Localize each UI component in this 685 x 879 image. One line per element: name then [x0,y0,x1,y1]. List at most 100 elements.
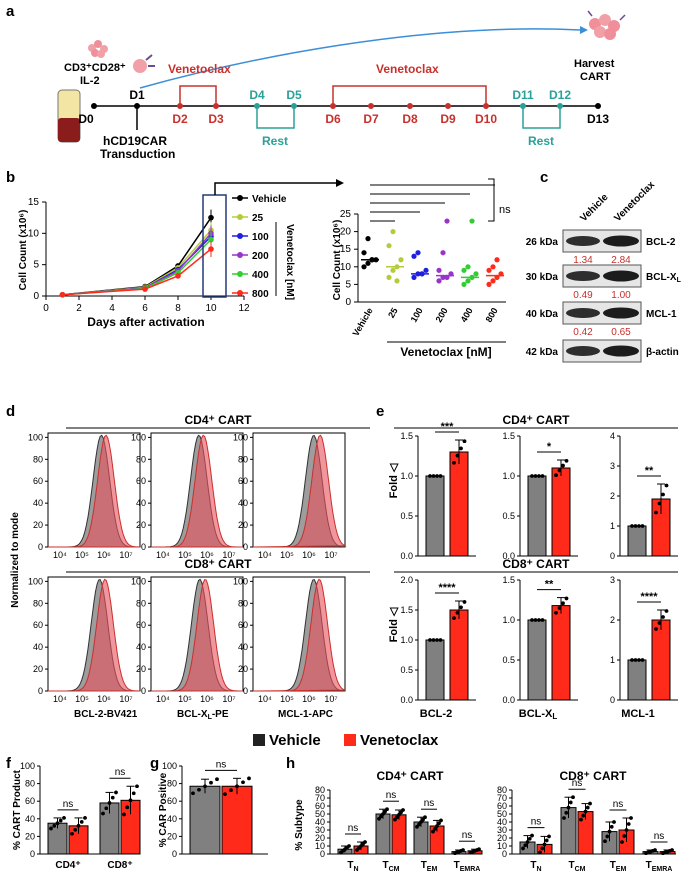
flow-ytick-label: 60 [238,620,248,630]
fgh-bar [189,785,221,855]
day-label: D11 [512,88,534,102]
day-dot [368,103,374,109]
fgh-point [581,813,586,818]
flow-ytick-label: 60 [136,620,146,630]
b-growth-point [208,236,214,243]
e-bar [449,609,469,701]
b-day10-point [390,229,396,235]
fgh-ytick-label: 30 [497,825,507,835]
flow-xtick-label: 10⁶ [302,550,316,560]
flow-xtick-label: 10⁴ [258,550,272,560]
fgh-point [197,787,201,792]
fgh-sig-label: ns [115,767,126,778]
d-cd8-title: CD8⁺ CART [184,557,252,571]
b-day10-point [486,267,492,273]
blot-quant-venetoclax: 2.84 [611,255,631,266]
e-sig-label: ** [545,579,554,591]
e-ytick-label: 0.5 [502,655,515,665]
b-day10-ytick-label: 5 [345,279,351,290]
fgh-point [135,784,139,789]
fgh-point [122,812,126,817]
flow-ytick-label: 100 [233,576,248,586]
e-point [533,474,538,478]
fgh-point [58,818,63,823]
b-legend-marker [237,290,243,296]
b-day10-point [494,257,500,263]
e-point [540,618,545,622]
fgh-point [107,801,112,805]
harvest-cart-label: CART [580,71,611,83]
e-ytick-label: 0.5 [400,511,413,521]
g-ylabel: % CAR Positive [158,772,169,847]
fgh-xtick-label: TEM [610,860,627,873]
blot-quant-venetoclax: 1.00 [611,290,631,301]
b-legend-unit: Venetoclax [nM] [284,224,295,300]
flow-ytick-label: 0 [141,542,146,552]
e-point [637,658,641,662]
fgh-ytick-label: 40 [497,817,507,827]
b-day10-xtick-label: 25 [386,306,400,320]
fgh-point [401,808,405,812]
flow-xtick-label: 10⁶ [97,550,111,560]
e-point [630,524,634,528]
fgh-point [607,829,612,834]
main-legend: Vehicle Venetoclax [253,732,439,749]
b-day10-point [461,281,467,287]
fgh-point [624,828,629,832]
flow-hist-venetoclax [252,578,346,692]
fgh-ytick-label: 20 [25,831,35,841]
flow-ytick-label: 20 [33,664,43,674]
e-ytick-label: 1.0 [400,471,413,481]
b-legend-label: 800 [252,289,269,300]
flow-xtick-label: 10⁷ [222,694,235,704]
blot-kda-label: 26 kDa [526,237,559,248]
e-ytick-label: 1.0 [400,635,413,645]
fgh-bar [221,785,253,855]
fgh-point [114,790,118,795]
flow-hist-venetoclax [252,434,347,548]
e-bar [425,475,445,557]
flow-xtick-label: 10⁷ [119,550,132,560]
b-day10-xtick-label: 400 [459,306,475,324]
e-ytick-label: 1.0 [502,615,515,625]
b-day10-point [465,278,471,284]
fgh-point [52,824,57,828]
b-legend-marker [237,271,243,277]
e-ytick-label: 1 [610,521,615,531]
e-point [661,492,665,497]
b-growth-xtick-label: 12 [238,303,250,314]
fgh-point [433,827,437,831]
flow-ytick-label: 80 [238,454,248,464]
e-ytick-label: 1.5 [502,431,515,441]
flow-ytick-label: 60 [238,476,248,486]
fgh-point [544,838,549,843]
b-growth-series [59,209,214,298]
fgh-xtick-label: TEMRA [646,860,673,873]
transduction-label-1: hCD19CAR [103,134,167,148]
fgh-point [377,817,381,821]
e-ytick-label: 0.0 [502,551,515,561]
fgh-point [395,815,399,819]
fgh-point [55,821,60,825]
e-point [564,459,569,463]
e-point [452,616,456,620]
fgh-xtick-label: CD4⁺ [55,860,80,871]
fgh-sig-label: ns [216,759,227,770]
b-day10-axes [357,214,506,303]
e-point [540,474,545,478]
b-growth-xtick-label: 10 [205,303,217,314]
blot-quant-venetoclax: 0.65 [611,327,631,338]
e-bar [527,475,547,557]
fgh-ytick-label: 60 [315,801,325,811]
venetoclax-bracket-1 [179,85,217,106]
fgh-ytick-label: 40 [25,814,35,824]
fgh-point [620,840,624,844]
b-day10-point [398,257,404,263]
b-day10-point [461,267,467,273]
day10-connector-arrowhead [336,179,344,187]
flow-ytick-label: 100 [28,432,43,442]
b-day10-ytick-label: 20 [340,227,352,238]
fgh-point [191,791,195,796]
e-point [654,510,658,515]
fgh-xtick-label: CD8⁺ [107,860,132,871]
